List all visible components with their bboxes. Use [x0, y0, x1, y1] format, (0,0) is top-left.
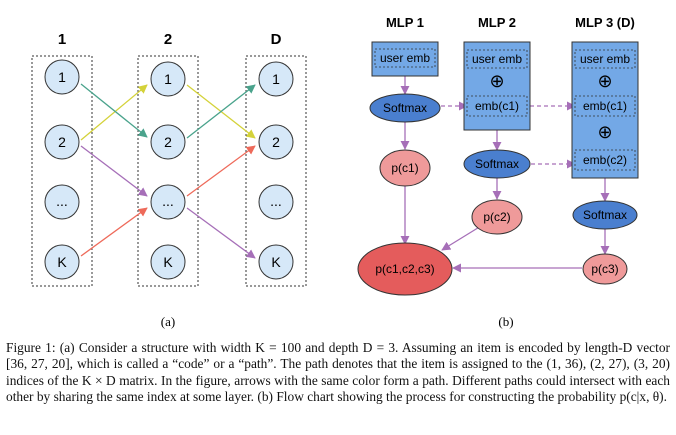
- softmax-1-label: Softmax: [383, 101, 427, 115]
- mlp2-oplus-icon: ⊕: [489, 71, 504, 91]
- mlp3-emb-c2-box: [574, 149, 636, 171]
- prob-c2: [471, 199, 523, 235]
- node-cold-ellipsis: [258, 184, 294, 220]
- panel-a-sublabel: (a): [161, 314, 175, 329]
- mlp2-user-emb-label: user emb: [472, 52, 522, 66]
- node-cold-2: [258, 124, 294, 160]
- softmax-1: [369, 93, 441, 123]
- softmax-3: [572, 200, 638, 230]
- mlp3-block: [571, 41, 639, 179]
- node-col1-k: [44, 244, 80, 280]
- mlp3-header: MLP 3 (D): [575, 15, 635, 30]
- panel-b: MLP 1 MLP 2 MLP 3 (D) user emb user emb …: [357, 15, 639, 329]
- node-cold-k-label: K: [271, 254, 281, 270]
- node-col1-2: [44, 124, 80, 160]
- figure-canvas: 1 2 D 1 2 ... K 1 2 ... K 1: [31, 15, 639, 329]
- path-arrow-teal-1: [80, 83, 148, 138]
- arrow-pc2-joint: [441, 225, 482, 251]
- node-cold-k: [258, 244, 294, 280]
- path-arrow-purple-2: [186, 207, 256, 259]
- prob-c2-label: p(c2): [483, 210, 510, 224]
- mlp2-user-emb-box: [466, 49, 528, 69]
- column-box-2: [137, 55, 199, 287]
- path-arrow-red-1: [80, 207, 148, 257]
- mlp3-user-emb-box: [574, 49, 636, 69]
- column-header-1: 1: [58, 31, 66, 48]
- path-arrow-purple-1: [80, 145, 148, 197]
- node-col2-1: [150, 61, 186, 97]
- node-col1-1: [44, 59, 80, 95]
- node-cold-ellipsis-label: ...: [270, 193, 282, 209]
- softmax-3-label: Softmax: [583, 208, 627, 222]
- mlp3-emb-c2-label: emb(c2): [583, 153, 627, 167]
- panel-b-sublabel: (b): [498, 314, 513, 329]
- column-box-d: [245, 55, 307, 287]
- softmax-2: [463, 149, 531, 179]
- mlp2-header: MLP 2: [478, 15, 516, 30]
- node-cold-1: [258, 61, 294, 97]
- prob-c1: [379, 149, 431, 187]
- softmax-2-label: Softmax: [475, 157, 519, 171]
- node-col2-k-label: K: [163, 254, 173, 270]
- mlp3-oplus-icon-2: ⊕: [597, 122, 612, 142]
- prob-c3: [582, 253, 628, 285]
- mlp3-oplus-icon-1: ⊕: [597, 71, 612, 91]
- mlp2-emb-c1-label: emb(c1): [475, 99, 519, 113]
- mlp3-user-emb-label: user emb: [580, 52, 630, 66]
- node-col1-ellipsis: [44, 184, 80, 220]
- mlp1-user-emb-label: user emb: [380, 51, 430, 65]
- mlp3-emb-c1-box: [574, 95, 636, 117]
- prob-joint: [357, 242, 453, 296]
- mlp2-block: [463, 41, 531, 131]
- mlp1-header: MLP 1: [386, 15, 424, 30]
- node-col2-2: [150, 124, 186, 160]
- figure-caption: Figure 1: (a) Consider a structure with …: [6, 340, 670, 405]
- column-header-2: 2: [164, 31, 172, 48]
- mlp1-user-emb-box: [374, 48, 436, 68]
- node-cold-2-label: 2: [272, 134, 280, 150]
- node-col2-1-label: 1: [164, 71, 172, 87]
- panel-a: 1 2 D 1 2 ... K 1 2 ... K 1: [31, 31, 307, 329]
- column-box-1: [31, 55, 93, 287]
- node-col1-1-label: 1: [58, 69, 66, 85]
- mlp2-emb-c1-box: [466, 95, 528, 117]
- node-col1-ellipsis-label: ...: [56, 193, 68, 209]
- node-cold-1-label: 1: [272, 71, 280, 87]
- node-col2-k: [150, 244, 186, 280]
- prob-c1-label: p(c1): [391, 161, 418, 175]
- path-arrow-yellow-1: [80, 84, 148, 141]
- prob-joint-label: p(c1,c2,c3): [375, 262, 434, 276]
- node-col2-2-label: 2: [164, 134, 172, 150]
- mlp3-emb-c1-label: emb(c1): [583, 99, 627, 113]
- mlp1-block: [371, 41, 439, 77]
- node-col1-k-label: K: [57, 254, 67, 270]
- prob-c3-label: p(c3): [591, 262, 618, 276]
- column-header-d: D: [271, 31, 282, 48]
- path-arrow-red-2: [186, 145, 256, 197]
- node-col1-2-label: 2: [58, 134, 66, 150]
- node-col2-ellipsis-label: ...: [162, 193, 174, 209]
- path-arrow-teal-2: [186, 84, 256, 139]
- node-col2-ellipsis: [150, 184, 186, 220]
